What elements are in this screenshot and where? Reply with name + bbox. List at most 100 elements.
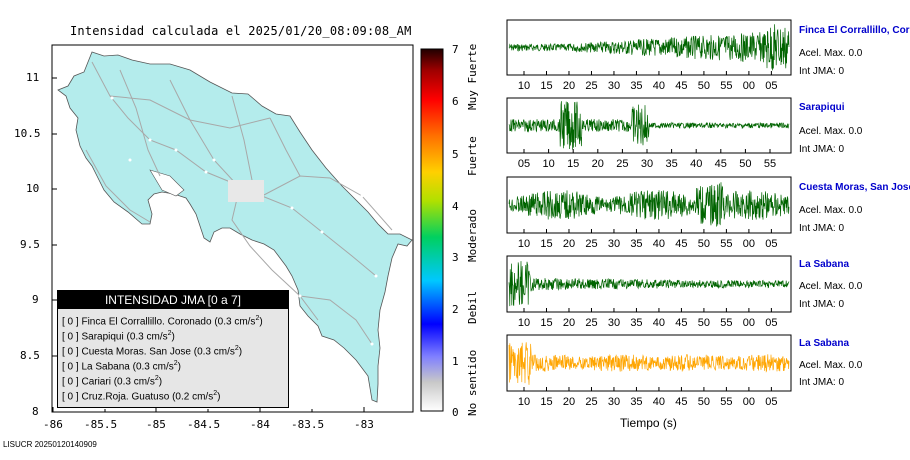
map-x-tick: -85.5 bbox=[84, 418, 118, 431]
waveform-tick-label: 10 bbox=[542, 158, 554, 170]
waveform-tick-label: 35 bbox=[630, 396, 642, 408]
waveform-frame bbox=[506, 255, 792, 313]
map-y-tick: 8.5 bbox=[20, 349, 40, 362]
waveform-tick-label: 50 bbox=[698, 238, 710, 250]
waveform-tick-label: 05 bbox=[765, 396, 777, 408]
waveform-tick-label: 55 bbox=[764, 158, 776, 170]
station-name: La Sabana bbox=[799, 259, 850, 270]
waveform-tick-label: 45 bbox=[715, 158, 727, 170]
intensity-colorbar bbox=[420, 48, 444, 412]
waveform-tick-label: 10 bbox=[518, 80, 530, 92]
waveform-tick-label: 50 bbox=[698, 396, 710, 408]
map-x-tick: -83 bbox=[354, 418, 374, 431]
legend-item: [ 0 ] Finca El Corrallillo. Coronado (0.… bbox=[62, 315, 263, 328]
waveform-tick-label: 40 bbox=[653, 396, 665, 408]
station-accel: Acel. Max. 0.0 bbox=[799, 48, 863, 59]
waveform-trace bbox=[508, 261, 790, 307]
waveform-tick-label: 00 bbox=[743, 80, 755, 92]
waveform-trace bbox=[508, 342, 790, 385]
waveform-tick-label: 20 bbox=[563, 396, 575, 408]
waveform-tick-label: 20 bbox=[592, 158, 604, 170]
station-accel: Acel. Max. 0.0 bbox=[799, 281, 863, 292]
waveform-tick-label: 55 bbox=[720, 317, 732, 329]
waveform-tick-label: 45 bbox=[675, 80, 687, 92]
waveform-tick-label: 30 bbox=[641, 158, 653, 170]
waveform-tick-label: 45 bbox=[675, 317, 687, 329]
waveform-tick-label: 25 bbox=[616, 158, 628, 170]
waveform-tick-label: 50 bbox=[698, 317, 710, 329]
map-y-tick: 9.5 bbox=[20, 238, 40, 251]
waveform-tick-label: 55 bbox=[720, 396, 732, 408]
waveform-tick-label: 40 bbox=[653, 317, 665, 329]
waveform-tick-label: 35 bbox=[630, 317, 642, 329]
station-accel: Acel. Max. 0.0 bbox=[799, 360, 863, 371]
station-name: Finca El Corrallillo, Coro bbox=[799, 25, 910, 36]
waveform-tick-label: 10 bbox=[518, 317, 530, 329]
waveform-tick-label: 15 bbox=[540, 396, 552, 408]
colorbar-tick: 2 bbox=[452, 303, 459, 316]
legend-title: INTENSIDAD JMA [0 a 7] bbox=[58, 291, 288, 309]
colorbar-tick: 1 bbox=[452, 355, 459, 368]
waveform-tick-label: 15 bbox=[540, 317, 552, 329]
waveform-trace bbox=[508, 24, 790, 71]
city-points bbox=[110, 96, 378, 346]
colorbar-tick: 5 bbox=[452, 148, 459, 161]
waveform-tick-label: 50 bbox=[739, 158, 751, 170]
waveform-tick-label: 05 bbox=[765, 317, 777, 329]
waveform-trace bbox=[508, 101, 790, 150]
colorbar-tick: 7 bbox=[452, 43, 459, 56]
map-y-tick: 9 bbox=[32, 293, 39, 306]
map-x-tick: -84.5 bbox=[187, 418, 221, 431]
map-x-tick: -84 bbox=[250, 418, 270, 431]
legend-item: [ 0 ] La Sabana (0.3 cm/s2) bbox=[62, 360, 182, 373]
map-x-tick: -86 bbox=[43, 418, 63, 431]
waveform-tick-label: 50 bbox=[698, 80, 710, 92]
waveform-tick-label: 10 bbox=[518, 396, 530, 408]
waveform-tick-label: 20 bbox=[563, 317, 575, 329]
legend-item: [ 0 ] Sarapiqui (0.3 cm/s2) bbox=[62, 330, 175, 343]
legend-item: [ 0 ] Cariari (0.3 cm/s2) bbox=[62, 375, 163, 388]
station-intensity: Int JMA: 0 bbox=[799, 377, 845, 388]
waveform-tick-label: 20 bbox=[563, 238, 575, 250]
legend-item: [ 0 ] Cuesta Moras. San Jose (0.3 cm/s2) bbox=[62, 345, 243, 358]
waveform-x-label: Tiempo (s) bbox=[620, 416, 677, 430]
station-name: Sarapiqui bbox=[799, 102, 845, 113]
waveform-tick-label: 55 bbox=[720, 238, 732, 250]
waveform-tick-label: 25 bbox=[585, 317, 597, 329]
waveform-tick-label: 40 bbox=[653, 238, 665, 250]
waveform-tick-label: 25 bbox=[585, 238, 597, 250]
waveform-tick-label: 15 bbox=[567, 158, 579, 170]
map-y-tick: 11 bbox=[26, 71, 40, 84]
footer-id: LISUCR 20250120140909 bbox=[3, 440, 97, 449]
waveform-tick-label: 00 bbox=[743, 238, 755, 250]
colorbar-tick: 0 bbox=[452, 406, 459, 419]
waveform-tick-label: 30 bbox=[608, 80, 620, 92]
station-intensity: Int JMA: 0 bbox=[799, 223, 845, 234]
costa-rica-land bbox=[57, 51, 413, 403]
station-name: Cuesta Moras, San Jose bbox=[799, 182, 910, 193]
map-title: Intensidad calculada el 2025/01/20_08:09… bbox=[70, 24, 412, 38]
waveform-tick-label: 10 bbox=[518, 238, 530, 250]
colorbar-tick: 4 bbox=[452, 200, 459, 213]
waveform-tick-label: 00 bbox=[743, 396, 755, 408]
waveform-tick-label: 05 bbox=[518, 158, 530, 170]
waveform-tick-label: 30 bbox=[608, 238, 620, 250]
waveform-tick-label: 05 bbox=[765, 238, 777, 250]
station-intensity: Int JMA: 0 bbox=[799, 144, 845, 155]
map-x-tick: -85 bbox=[146, 418, 166, 431]
waveform-tick-label: 35 bbox=[630, 238, 642, 250]
station-intensity: Int JMA: 0 bbox=[799, 299, 845, 310]
map-y-tick: 10 bbox=[26, 182, 40, 195]
station-name: La Sabana bbox=[799, 338, 850, 349]
waveform-trace bbox=[508, 182, 790, 227]
waveform-tick-label: 40 bbox=[653, 80, 665, 92]
waveform-tick-label: 00 bbox=[743, 317, 755, 329]
waveform-tick-label: 40 bbox=[690, 158, 702, 170]
waveform-tick-label: 05 bbox=[765, 80, 777, 92]
station-intensity: Int JMA: 0 bbox=[799, 66, 845, 77]
waveform-tick-label: 20 bbox=[563, 80, 575, 92]
colorbar-tick: 3 bbox=[452, 251, 459, 264]
waveform-tick-label: 15 bbox=[540, 80, 552, 92]
waveform-tick-label: 25 bbox=[585, 396, 597, 408]
